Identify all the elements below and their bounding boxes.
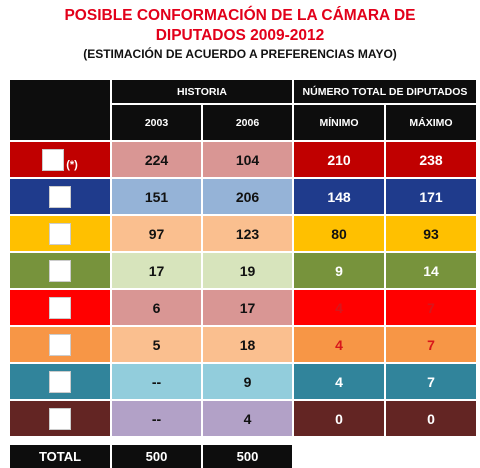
convergencia-logo-icon (49, 333, 71, 356)
value-2006: 123 (203, 216, 292, 251)
party-cell (10, 179, 110, 214)
pri-logo-icon (42, 148, 65, 171)
party-cell (10, 364, 110, 399)
value-minimo: 9 (294, 253, 384, 288)
value-maximo: 238 (386, 142, 476, 177)
page-subtitle: (ESTIMACIÓN DE ACUERDO A PREFERENCIAS MA… (83, 47, 397, 61)
diputados-table: HISTORIA NÚMERO TOTAL DE DIPUTADOS 2003 … (10, 80, 476, 468)
value-2006: 104 (203, 142, 292, 177)
value-2003: 6 (112, 290, 201, 325)
header-corner (10, 80, 110, 140)
value-2006: 9 (203, 364, 292, 399)
page-title-line2: DIPUTADOS 2009-2012 (155, 27, 325, 44)
value-2006: 19 (203, 253, 292, 288)
value-minimo: 0 (294, 401, 384, 436)
value-2003: 97 (112, 216, 201, 251)
party-cell (10, 401, 110, 436)
value-minimo: 210 (294, 142, 384, 177)
value-maximo: 0 (386, 401, 476, 436)
value-2003: 224 (112, 142, 201, 177)
value-2003: 151 (112, 179, 201, 214)
col-minimo: MÍNIMO (294, 105, 384, 140)
party-cell (10, 216, 110, 251)
psd-logo-icon (49, 407, 71, 430)
party-note: (*) (66, 158, 78, 171)
value-minimo: 80 (294, 216, 384, 251)
value-2003: -- (112, 401, 201, 436)
value-2006: 18 (203, 327, 292, 362)
value-2006: 17 (203, 290, 292, 325)
value-2006: 206 (203, 179, 292, 214)
col-2006: 2006 (203, 105, 292, 140)
prd-logo-icon (49, 222, 71, 245)
party-cell (10, 327, 110, 362)
total-2003: 500 (112, 445, 201, 468)
header-total-diputados: NÚMERO TOTAL DE DIPUTADOS (294, 80, 476, 103)
pan-logo-icon (49, 185, 71, 208)
party-cell (10, 290, 110, 325)
panal-logo-icon (49, 370, 71, 393)
value-maximo: 93 (386, 216, 476, 251)
total-2006: 500 (203, 445, 292, 468)
header-historia: HISTORIA (112, 80, 292, 103)
col-maximo: MÁXIMO (386, 105, 476, 140)
value-2003: -- (112, 364, 201, 399)
value-minimo: 4 (294, 364, 384, 399)
value-maximo: 7 (386, 327, 476, 362)
pvem-logo-icon (49, 259, 71, 282)
value-minimo: 4 (294, 327, 384, 362)
value-2003: 5 (112, 327, 201, 362)
party-cell: (*) (10, 142, 110, 177)
value-minimo: 148 (294, 179, 384, 214)
value-maximo: 7 (386, 290, 476, 325)
value-minimo: 4 (294, 290, 384, 325)
value-maximo: 171 (386, 179, 476, 214)
total-label: TOTAL (10, 445, 110, 468)
value-2003: 17 (112, 253, 201, 288)
value-maximo: 7 (386, 364, 476, 399)
value-2006: 4 (203, 401, 292, 436)
pt-logo-icon (49, 296, 71, 319)
col-2003: 2003 (112, 105, 201, 140)
value-maximo: 14 (386, 253, 476, 288)
page-title-line1: POSIBLE CONFORMACIÓN DE LA CÁMARA DE (64, 7, 416, 24)
party-cell (10, 253, 110, 288)
